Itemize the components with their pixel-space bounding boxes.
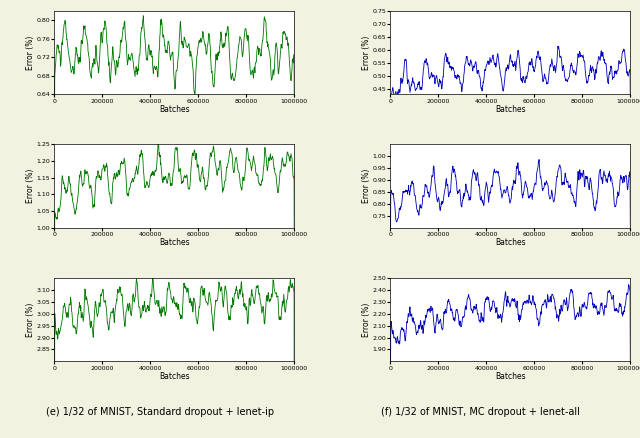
X-axis label: Batches: Batches [159, 105, 189, 114]
X-axis label: Batches: Batches [159, 372, 189, 381]
X-axis label: Batches: Batches [159, 238, 189, 247]
Y-axis label: Error (%): Error (%) [362, 303, 371, 337]
Text: (e) 1/32 of MNIST, Standard dropout + lenet-ip: (e) 1/32 of MNIST, Standard dropout + le… [46, 407, 274, 417]
X-axis label: Batches: Batches [495, 238, 525, 247]
Y-axis label: Error (%): Error (%) [26, 303, 35, 337]
Y-axis label: Error (%): Error (%) [362, 169, 371, 203]
Y-axis label: Error (%): Error (%) [362, 35, 371, 70]
Text: (f) 1/32 of MNIST, MC dropout + lenet-all: (f) 1/32 of MNIST, MC dropout + lenet-al… [381, 407, 579, 417]
X-axis label: Batches: Batches [495, 105, 525, 114]
Y-axis label: Error (%): Error (%) [26, 169, 35, 203]
Y-axis label: Error (%): Error (%) [26, 35, 35, 70]
X-axis label: Batches: Batches [495, 372, 525, 381]
